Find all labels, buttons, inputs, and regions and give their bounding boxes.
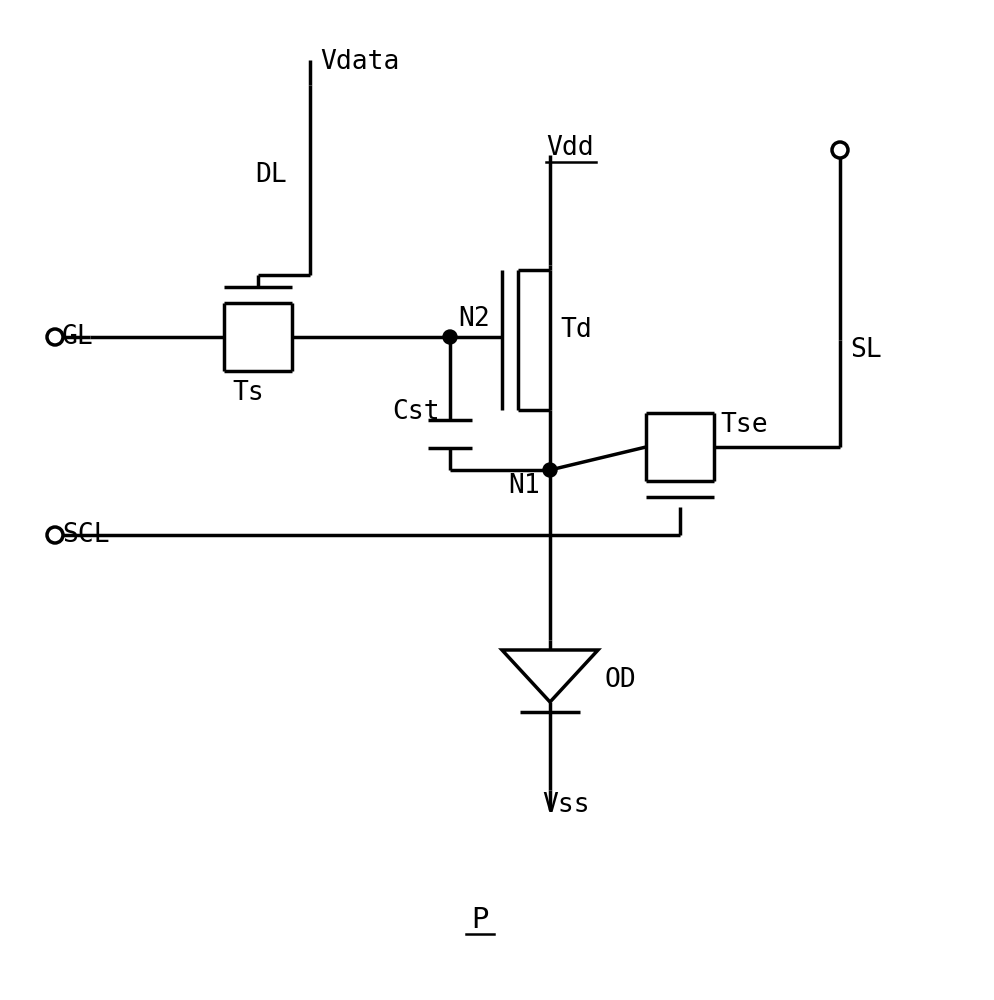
Text: Cst: Cst (392, 399, 439, 425)
Text: OD: OD (604, 667, 636, 693)
Circle shape (543, 463, 557, 477)
Text: Vss: Vss (542, 792, 589, 818)
Text: Vdata: Vdata (320, 49, 399, 75)
Text: Ts: Ts (232, 380, 263, 406)
Text: SL: SL (849, 337, 881, 363)
Text: Td: Td (560, 317, 591, 343)
Text: N1: N1 (508, 473, 539, 499)
Circle shape (47, 527, 63, 543)
Circle shape (442, 330, 456, 344)
Text: GL: GL (62, 324, 93, 350)
Text: Tse: Tse (720, 412, 766, 438)
Circle shape (47, 329, 63, 345)
Text: N2: N2 (457, 306, 489, 332)
Text: Vdd: Vdd (546, 135, 593, 161)
Text: SCL: SCL (62, 522, 109, 548)
Text: DL: DL (254, 162, 286, 188)
Circle shape (831, 142, 847, 158)
Text: P: P (471, 906, 488, 934)
